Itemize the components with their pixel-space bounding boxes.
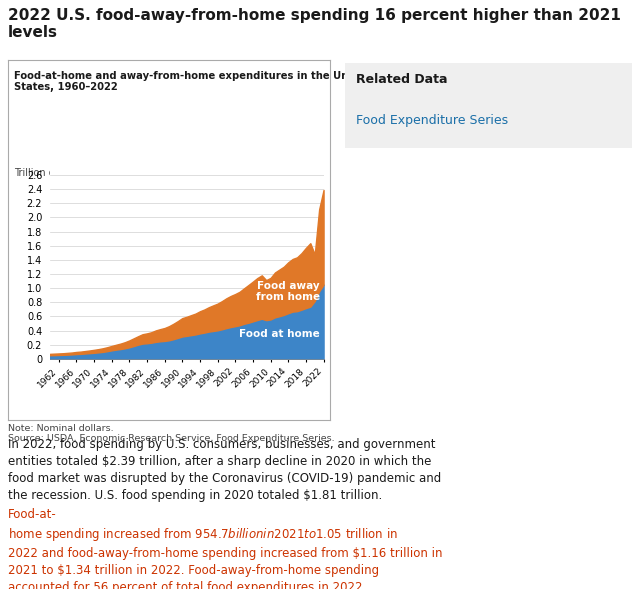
Text: Trillion dollars: Trillion dollars (15, 168, 82, 178)
Text: 2022 U.S. food-away-from-home spending 16 percent higher than 2021
levels: 2022 U.S. food-away-from-home spending 1… (8, 8, 621, 41)
Text: Food Expenditure Series: Food Expenditure Series (356, 114, 509, 127)
Text: Note: Nominal dollars.
Source: USDA, Economic Research Service, Food Expenditure: Note: Nominal dollars. Source: USDA, Eco… (8, 424, 335, 444)
Text: Related Data: Related Data (356, 73, 448, 86)
Text: Food-at-
home spending increased from $954.7 billion in 2021 to $1.05 trillion i: Food-at- home spending increased from $9… (8, 508, 442, 589)
Text: Food-at-home and away-from-home expenditures in the United
States, 1960–2022: Food-at-home and away-from-home expendit… (15, 71, 371, 92)
Text: Food at home: Food at home (239, 329, 320, 339)
Text: In 2022, food spending by U.S. consumers, businesses, and government
entities to: In 2022, food spending by U.S. consumers… (8, 438, 441, 502)
Text: Food away
from home: Food away from home (256, 281, 320, 303)
